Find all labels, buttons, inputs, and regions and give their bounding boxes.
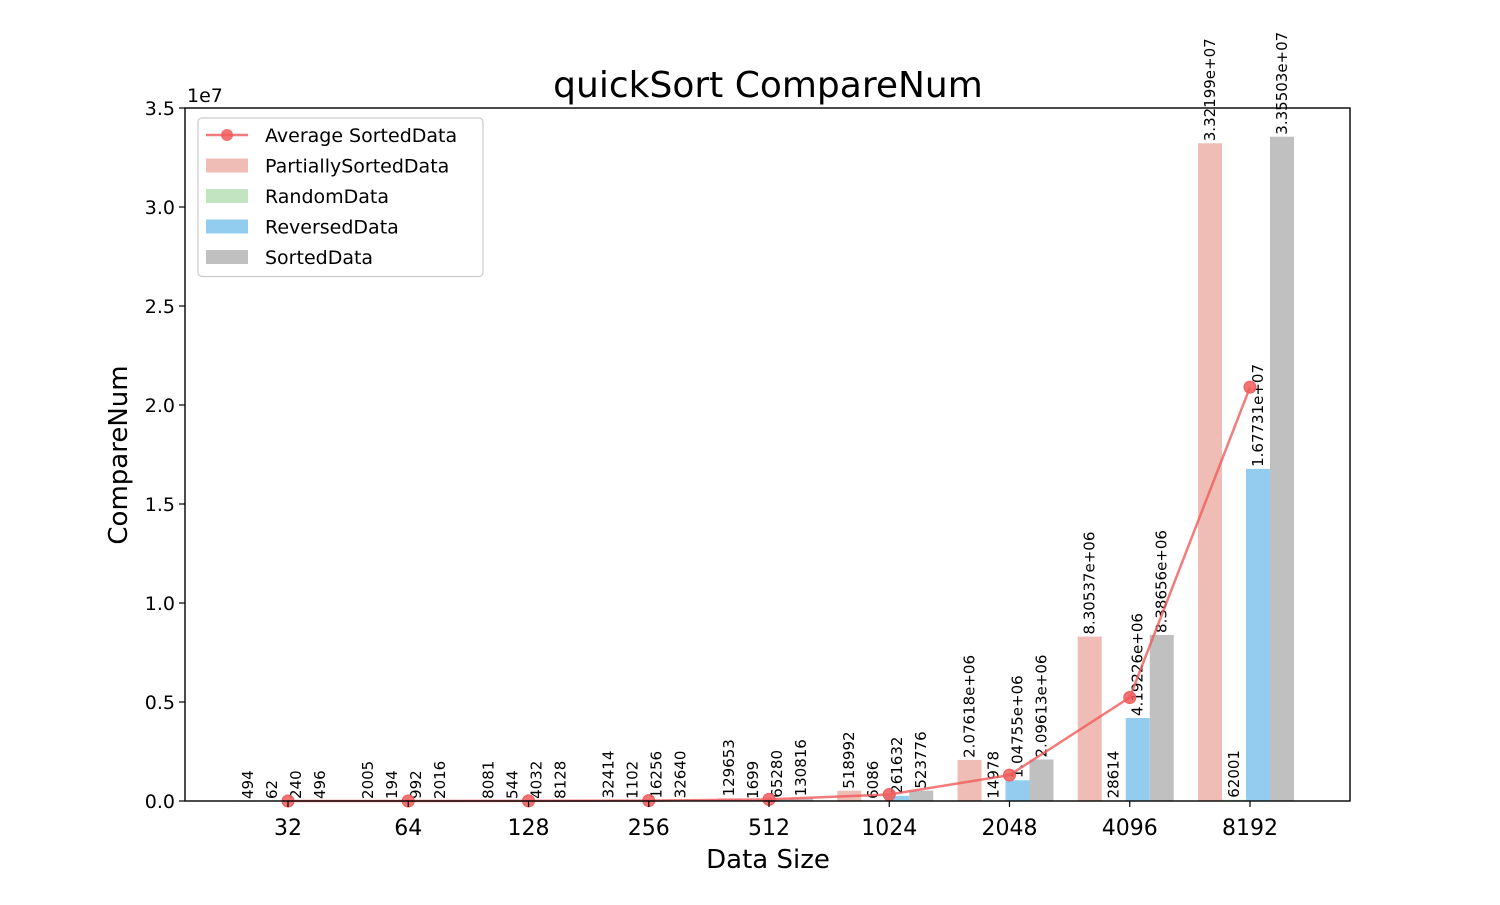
- bar-reverseddata-4096: [1125, 717, 1150, 801]
- bar-sorteddata-2048: [1029, 759, 1054, 801]
- x-tick-label: 1024: [861, 816, 917, 841]
- average-point-8192: [1243, 380, 1257, 394]
- bar-value-label: 523776: [912, 731, 930, 788]
- bar-value-label: 8.38656e+06: [1153, 530, 1171, 633]
- x-tick-label: 2048: [982, 816, 1038, 841]
- y-tick-label: 2.5: [145, 296, 175, 318]
- bar-value-label: 8128: [552, 761, 570, 799]
- legend-swatch-sorteddata: [206, 250, 248, 264]
- bar-value-label: 6086: [864, 761, 882, 799]
- y-tick-label: 1.0: [145, 593, 175, 615]
- legend-swatch-randomdata: [206, 189, 248, 203]
- legend-swatch-partiallysorteddata: [206, 158, 248, 173]
- bar-value-label: 518992: [840, 731, 858, 788]
- x-axis-title: Data Size: [706, 845, 830, 875]
- bar-value-label: 1102: [624, 761, 642, 799]
- y-scale-label: 1e7: [187, 85, 223, 107]
- chart-title: quickSort CompareNum: [553, 65, 983, 106]
- y-axis-title: CompareNum: [104, 365, 134, 544]
- bar-sorteddata-512: [789, 798, 813, 801]
- y-tick-label: 2.0: [145, 395, 175, 417]
- bar-value-label: 130816: [792, 739, 810, 796]
- x-tick-label: 64: [394, 816, 422, 841]
- bar-value-label: 8081: [480, 761, 498, 799]
- y-tick-label: 0.0: [145, 791, 175, 813]
- bar-sorteddata-4096: [1149, 634, 1174, 801]
- bar-value-label: 2.07618e+06: [961, 655, 979, 758]
- bar-reverseddata-8192: [1246, 468, 1270, 801]
- average-point-1024: [882, 788, 896, 802]
- y-tick-label: 0.5: [145, 692, 175, 714]
- x-tick-label: 8192: [1222, 816, 1278, 841]
- bar-value-label: 4032: [528, 761, 546, 799]
- legend: Average SortedData PartiallySortedData Ran…: [197, 117, 484, 278]
- bar-value-label: 494: [239, 770, 257, 799]
- bar-value-label: 3.32199e+07: [1201, 38, 1219, 141]
- bar-value-label: 194: [383, 770, 401, 799]
- legend-entry-label: ReversedData: [265, 217, 399, 239]
- average-point-2048: [1003, 768, 1016, 782]
- plot-layer: 494 2005 8081 32414 129653 518992 2.07618e+06 8…: [145, 32, 1351, 841]
- average-point-4096: [1123, 690, 1137, 704]
- bar-value-label: 65280: [768, 750, 786, 798]
- bar-value-label: 28614: [1105, 751, 1123, 799]
- bar-value-label: 32414: [600, 751, 618, 799]
- bar-value-label: 1.04755e+06: [1009, 675, 1027, 778]
- bar-value-label: 240: [287, 770, 305, 799]
- legend-entry-label: RandomData: [265, 186, 389, 208]
- legend-entry-label: SortedData: [265, 247, 373, 269]
- bar-value-label: 496: [311, 770, 329, 799]
- x-tick-label: 512: [748, 816, 790, 841]
- bar-value-label: 32640: [672, 751, 690, 799]
- bar-value-label: 2.09613e+06: [1033, 655, 1051, 758]
- x-tick-label: 256: [628, 816, 670, 841]
- bar-value-label: 2005: [359, 761, 377, 799]
- bar-value-label: 129653: [720, 739, 738, 796]
- y-tick-label: 3.0: [145, 197, 175, 219]
- x-tick-label: 32: [274, 816, 302, 841]
- bar-value-label: 2016: [431, 761, 449, 799]
- bar-value-label: 3.35503e+07: [1273, 32, 1291, 135]
- legend-entry-label: PartiallySortedData: [265, 156, 449, 178]
- bar-value-label: 992: [407, 770, 425, 799]
- bar-value-label: 1.67731e+07: [1249, 364, 1267, 467]
- x-tick-label: 4096: [1102, 816, 1158, 841]
- legend-swatch-reverseddata: [206, 219, 248, 234]
- bar-value-label: 62001: [1225, 750, 1243, 798]
- bar-value-label: 261632: [888, 737, 906, 794]
- plot-frame: [184, 107, 1351, 802]
- bar-reverseddata-1024: [885, 795, 910, 801]
- bar-sorteddata-1024: [909, 790, 934, 801]
- bar-value-label: 62: [263, 780, 281, 799]
- bar-value-label: 16256: [648, 751, 666, 799]
- legend-marker-swatch: [221, 129, 233, 141]
- bar-sorteddata-8192: [1270, 136, 1294, 802]
- average-line: [287, 386, 1252, 803]
- bar-value-label: 8.30537e+06: [1081, 532, 1099, 635]
- x-tick-label: 128: [508, 816, 550, 841]
- bar-value-label: 544: [504, 770, 522, 799]
- bar-value-label: 1699: [744, 761, 762, 799]
- legend-entry-label: Average SortedData: [265, 125, 457, 147]
- y-tick-label: 1.5: [145, 494, 175, 516]
- legend-box: [197, 117, 484, 278]
- bar-value-label: 14978: [985, 751, 1003, 799]
- bar-reverseddata-2048: [1005, 780, 1030, 801]
- y-tick-label: 3.5: [145, 98, 175, 120]
